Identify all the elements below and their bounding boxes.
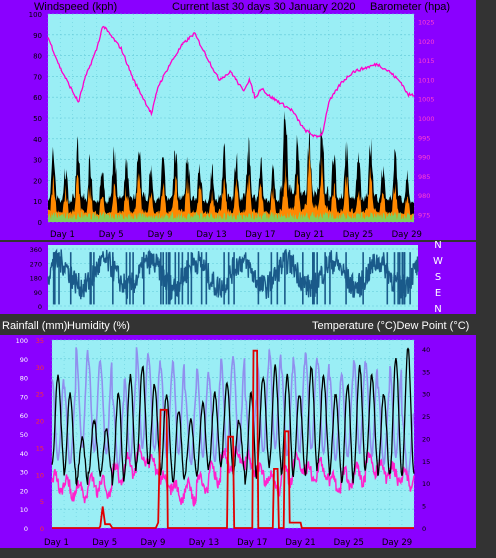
wind-y-tick-label: 60 (33, 94, 42, 102)
rain-x-tick-label: Day 17 (237, 538, 267, 548)
temperature-axis-title: Temperature (°C)Dew Point (°C) (312, 320, 470, 332)
rain-x-tick-label: Day 13 (189, 538, 219, 548)
rain-x-tick-label: Day 5 (92, 538, 117, 548)
temperature-y-tick-label: 35 (422, 368, 430, 376)
compass-label: N (434, 240, 441, 251)
wind-x-tick-label: Day 25 (343, 230, 373, 240)
wind-x-tick-label: Day 1 (50, 230, 75, 240)
direction-y-tick-label: 0 (38, 303, 42, 311)
wind-average-series (48, 143, 414, 222)
wind-low-series (48, 211, 414, 222)
humidity-y-tick-label: 70 (20, 393, 28, 401)
compass-label: E (435, 288, 441, 299)
wind-y-tick-label: 30 (33, 157, 42, 165)
humidity-y-tick-label: 0 (24, 525, 28, 533)
temperature-y-tick-label: 30 (422, 391, 430, 399)
wind-x-tick-label: Day 9 (148, 230, 173, 240)
barometer-y-tick-label: 1005 (418, 96, 435, 104)
barometer-y-tick-label: 1000 (418, 115, 435, 123)
direction-y-tick-label: 270 (30, 260, 42, 268)
rain-x-tick-label: Day 29 (382, 538, 412, 548)
temperature-y-tick-label: 40 (422, 346, 430, 354)
wind-y-tick-label: 90 (33, 32, 42, 40)
barometer-y-tick-label: 985 (418, 173, 430, 181)
humidity-y-tick-label: 80 (20, 375, 28, 383)
rain-y-tick-label: 25 (36, 391, 44, 399)
temperature-y-tick-label: 5 (422, 503, 426, 511)
barometer-series (47, 25, 415, 139)
temperature-y-tick-label: 20 (422, 435, 430, 443)
rain-y-tick-label: 30 (36, 364, 44, 372)
wind-y-tick-label: 80 (33, 53, 42, 61)
wind-x-tick-label: Day 29 (392, 230, 422, 240)
humidity-y-tick-label: 10 (20, 506, 28, 514)
compass-label: W (433, 256, 443, 267)
wind-y-tick-label: 10 (33, 198, 42, 206)
barometer-y-tick-label: 1025 (418, 19, 435, 27)
direction-y-tick-label: 90 (34, 289, 42, 297)
barometer-y-tick-label: 1020 (418, 38, 435, 46)
humidity-y-tick-label: 50 (20, 431, 28, 439)
rainfall-axis-title: Rainfall (mm) (2, 320, 68, 332)
temperature-y-tick-label: 10 (422, 480, 430, 488)
compass-label: S (435, 272, 441, 283)
barometer-y-tick-label: 975 (418, 211, 430, 219)
humidity-series (51, 347, 415, 483)
wind-x-tick-label: Day 5 (99, 230, 124, 240)
barometer-y-tick-label: 1010 (418, 76, 435, 84)
rain-x-tick-label: Day 21 (285, 538, 315, 548)
windspeed-axis-title: Windspeed (kph) (34, 1, 118, 13)
humidity-y-tick-label: 90 (20, 356, 28, 364)
wind-x-tick-label: Day 21 (294, 230, 324, 240)
direction-y-tick-label: 180 (30, 275, 42, 283)
rain-y-tick-label: 10 (36, 471, 44, 479)
rain-y-tick-label: 35 (36, 337, 44, 345)
barometer-y-tick-label: 980 (418, 192, 430, 200)
compass-label: N (434, 304, 441, 315)
chart-title: Current last 30 days 30 January 2020 (172, 1, 356, 13)
rain-y-tick-label: 0 (40, 525, 44, 533)
wind-y-tick-label: 100 (29, 11, 42, 19)
rain-y-tick-label: 15 (36, 444, 44, 452)
rain-y-tick-label: 5 (40, 498, 44, 506)
wind-x-tick-label: Day 13 (196, 230, 226, 240)
humidity-y-tick-label: 20 (20, 487, 28, 495)
direction-y-tick-label: 360 (30, 246, 42, 254)
wind-y-tick-label: 70 (33, 73, 42, 81)
rain-x-tick-label: Day 25 (334, 538, 364, 548)
wind-y-tick-label: 20 (33, 177, 42, 185)
wind-y-tick-label: 40 (33, 136, 42, 144)
rainfall-series (52, 349, 414, 529)
wind-direction-series (47, 248, 419, 301)
humidity-y-tick-label: 60 (20, 412, 28, 420)
humidity-y-tick-label: 30 (20, 469, 28, 477)
wind-y-tick-label: 50 (33, 115, 42, 123)
humidity-axis-title: Humidity (%) (67, 320, 130, 332)
temperature-y-tick-label: 15 (422, 458, 430, 466)
barometer-y-tick-label: 995 (418, 134, 430, 142)
humidity-y-tick-label: 40 (20, 450, 28, 458)
wind-y-tick-label: 0 (38, 219, 42, 227)
temperature-y-tick-label: 25 (422, 413, 430, 421)
rain-x-tick-label: Day 9 (141, 538, 166, 548)
barometer-y-tick-label: 1015 (418, 57, 435, 65)
temperature-y-tick-label: 0 (422, 525, 426, 533)
rain-x-tick-label: Day 1 (44, 538, 69, 548)
barometer-axis-title: Barometer (hpa) (370, 1, 451, 13)
rain-y-tick-label: 20 (36, 418, 44, 426)
wind-x-tick-label: Day 17 (245, 230, 275, 240)
barometer-y-tick-label: 990 (418, 154, 430, 162)
humidity-y-tick-label: 100 (16, 337, 28, 345)
